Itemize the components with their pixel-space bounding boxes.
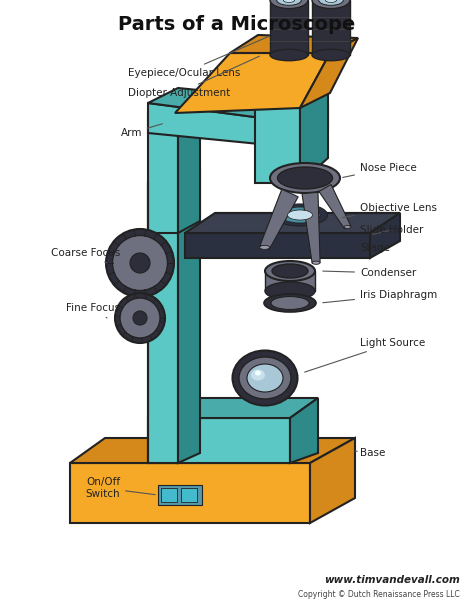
Polygon shape — [230, 35, 358, 53]
Ellipse shape — [312, 49, 350, 61]
Ellipse shape — [255, 370, 261, 376]
Polygon shape — [312, 0, 350, 55]
Text: Parts of a Microscope: Parts of a Microscope — [118, 15, 356, 34]
Text: Diopter Adjustment: Diopter Adjustment — [128, 56, 259, 98]
Ellipse shape — [112, 235, 167, 291]
Polygon shape — [300, 63, 328, 183]
Ellipse shape — [270, 163, 340, 193]
Ellipse shape — [260, 245, 270, 249]
Ellipse shape — [312, 0, 350, 9]
Polygon shape — [158, 485, 202, 505]
Ellipse shape — [133, 311, 147, 325]
Ellipse shape — [265, 282, 315, 300]
Ellipse shape — [277, 0, 301, 6]
Ellipse shape — [277, 167, 332, 189]
Polygon shape — [265, 271, 315, 291]
Ellipse shape — [271, 297, 309, 310]
Ellipse shape — [270, 49, 308, 61]
Ellipse shape — [130, 253, 150, 273]
Ellipse shape — [106, 229, 174, 297]
Polygon shape — [185, 213, 400, 233]
Text: Base: Base — [355, 448, 385, 458]
Polygon shape — [161, 488, 177, 502]
Polygon shape — [255, 63, 328, 83]
Text: Coarse Focus: Coarse Focus — [51, 248, 120, 263]
Polygon shape — [270, 0, 308, 55]
Polygon shape — [70, 463, 310, 523]
Polygon shape — [148, 113, 178, 233]
Polygon shape — [178, 168, 200, 463]
Polygon shape — [300, 103, 328, 148]
Polygon shape — [70, 438, 355, 463]
Ellipse shape — [251, 370, 265, 381]
Text: Arm: Arm — [120, 124, 162, 138]
Text: Light Source: Light Source — [305, 338, 425, 372]
Ellipse shape — [247, 364, 283, 392]
Ellipse shape — [120, 298, 160, 338]
Polygon shape — [148, 183, 178, 463]
Polygon shape — [178, 98, 200, 233]
Polygon shape — [300, 38, 358, 108]
Ellipse shape — [312, 261, 320, 264]
Ellipse shape — [265, 261, 315, 281]
Ellipse shape — [319, 0, 343, 6]
Ellipse shape — [264, 294, 316, 312]
Text: Objective Lens: Objective Lens — [343, 203, 437, 218]
Polygon shape — [370, 213, 400, 258]
Text: Slide Holder: Slide Holder — [360, 225, 423, 235]
Polygon shape — [148, 418, 290, 463]
Ellipse shape — [115, 293, 165, 343]
Text: Iris Diaphragm: Iris Diaphragm — [323, 290, 437, 303]
Polygon shape — [290, 398, 318, 463]
Ellipse shape — [280, 207, 320, 223]
Polygon shape — [148, 103, 300, 148]
Text: Eyepiece/Ocular Lens: Eyepiece/Ocular Lens — [128, 36, 269, 78]
Ellipse shape — [288, 210, 312, 220]
Text: On/Off
Switch: On/Off Switch — [85, 477, 155, 499]
Ellipse shape — [273, 204, 328, 226]
Polygon shape — [255, 83, 300, 183]
Text: Fine Focus: Fine Focus — [66, 303, 120, 318]
Text: www.timvandevall.com: www.timvandevall.com — [324, 575, 460, 585]
Polygon shape — [319, 185, 351, 229]
Polygon shape — [181, 488, 197, 502]
Polygon shape — [260, 189, 298, 249]
Ellipse shape — [344, 226, 351, 229]
Ellipse shape — [239, 357, 291, 399]
Ellipse shape — [272, 264, 308, 278]
Polygon shape — [185, 233, 370, 258]
Text: Copyright © Dutch Renaissance Press LLC: Copyright © Dutch Renaissance Press LLC — [298, 590, 460, 599]
Polygon shape — [310, 438, 355, 523]
Ellipse shape — [283, 0, 295, 2]
Ellipse shape — [233, 351, 298, 406]
Text: Condenser: Condenser — [323, 268, 416, 278]
Polygon shape — [148, 398, 318, 418]
Polygon shape — [175, 53, 330, 113]
Text: Stage: Stage — [360, 243, 390, 253]
Ellipse shape — [325, 0, 337, 2]
Ellipse shape — [270, 0, 308, 9]
Polygon shape — [148, 88, 328, 123]
Text: Nose Piece: Nose Piece — [343, 163, 417, 177]
Polygon shape — [302, 192, 320, 263]
